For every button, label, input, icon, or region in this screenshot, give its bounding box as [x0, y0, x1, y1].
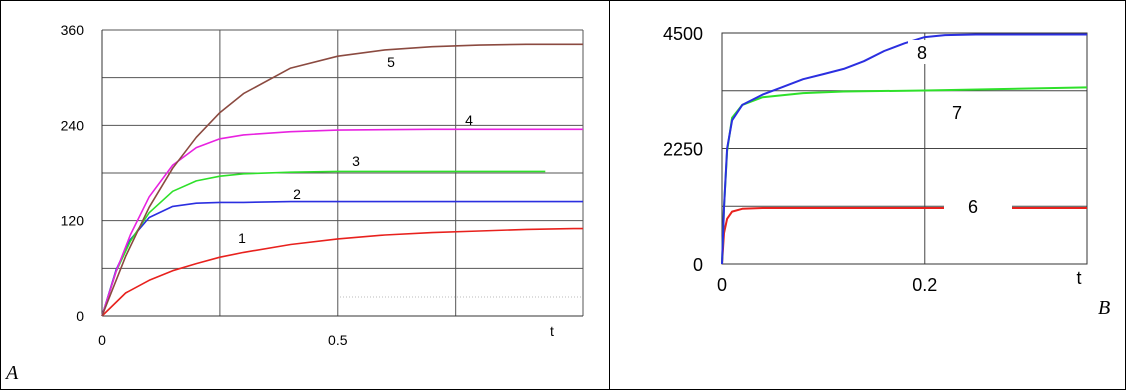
y-tick-label: 0: [76, 308, 84, 324]
curve-label-8: 8: [917, 43, 927, 63]
panel-label-a: A: [6, 362, 19, 384]
series-line-5: [101, 43, 583, 317]
curve-label-1: 1: [238, 230, 246, 246]
series-line-1: [101, 227, 583, 317]
x-axis-label: t: [550, 323, 554, 339]
y-tick-label: 2250: [663, 140, 703, 160]
plot-border: [721, 32, 1088, 265]
curve-label-7: 7: [952, 103, 962, 123]
y-tick-label: 240: [61, 117, 85, 133]
series-line-8: [721, 33, 1087, 265]
series-line-4: [101, 128, 583, 317]
chart-panel-a: 0 120 240 360 0 0.5 t 1 2 3 4 5: [61, 22, 584, 348]
x-axis-label: t: [1076, 268, 1081, 288]
x-tick-label: 0.2: [912, 275, 937, 295]
panel-divider: [609, 0, 610, 389]
panel-label-b: B: [1098, 297, 1111, 319]
label-box: [940, 100, 986, 140]
curve-label-5: 5: [387, 54, 395, 70]
curve-label-4: 4: [465, 112, 473, 128]
series-line-6: [721, 207, 1087, 265]
y-tick-label: 360: [61, 22, 85, 38]
curve-label-2: 2: [293, 186, 301, 202]
series-line-3: [101, 170, 546, 317]
x-tick-label: 0: [98, 332, 106, 348]
label-box: [908, 40, 942, 64]
x-tick-label: 0.5: [328, 332, 348, 348]
y-tick-label: 120: [61, 213, 85, 229]
series-line-7: [721, 86, 1088, 265]
label-box: [944, 190, 1012, 224]
curve-label-6: 6: [968, 197, 978, 217]
x-tick-label: 0: [717, 275, 727, 295]
y-tick-label: 0: [693, 255, 703, 275]
curve-label-3: 3: [352, 153, 360, 169]
y-tick-label: 4500: [663, 24, 703, 44]
